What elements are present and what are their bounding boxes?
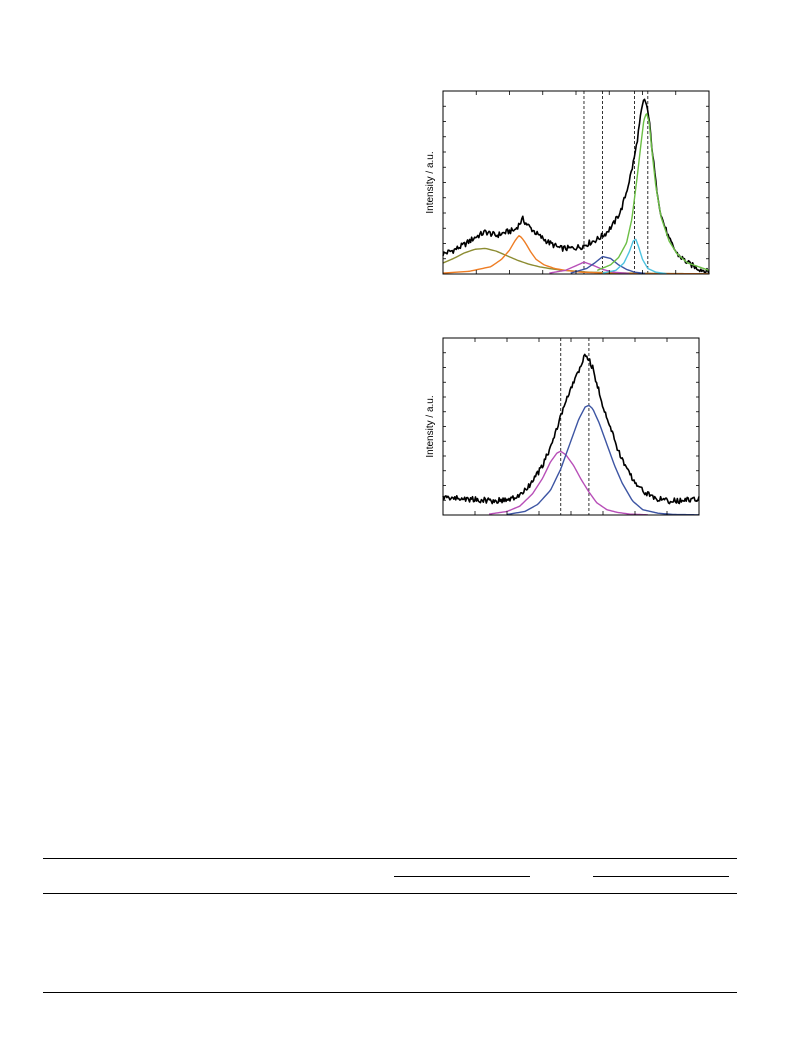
measured-spectrum-line (442, 353, 700, 505)
y-axis-label: Intensity / a.u. (425, 151, 436, 213)
measured-spectrum-line (442, 98, 710, 275)
fit-component-line (597, 113, 710, 272)
y-axis-label: Intensity / a.u. (425, 395, 436, 457)
table-header-rule (43, 893, 737, 894)
fit-component-line (549, 261, 630, 275)
table-top-rule (43, 858, 737, 859)
fit-component-line (488, 450, 648, 516)
table-subheader-rule-1 (394, 876, 530, 877)
chart-top: Intensity / a.u. (418, 88, 718, 280)
plot-frame (442, 90, 710, 275)
fit-component-line (602, 238, 667, 275)
plot-frame (442, 337, 700, 516)
chart-bottom-svg: Intensity / a.u. (425, 337, 700, 516)
chart-top-svg: Intensity / a.u. (425, 90, 710, 275)
fit-component-line (570, 255, 646, 275)
table-bottom-rule (43, 992, 737, 993)
table-subheader-rule-2 (593, 876, 729, 877)
fit-component-line (506, 404, 700, 516)
chart-bottom: Intensity / a.u. (418, 335, 708, 521)
